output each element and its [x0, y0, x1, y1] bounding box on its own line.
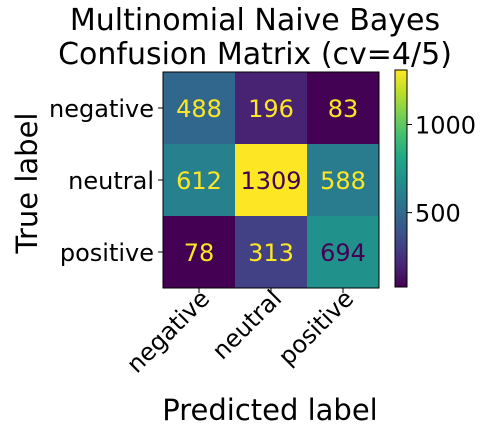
- colorbar-tick-label: 500: [415, 200, 461, 228]
- heatmap-cells: 488 196 83 612 1309 588 78 313 694: [162, 71, 380, 289]
- x-tick-label: positive: [273, 284, 359, 370]
- cell-value-label: 1309: [240, 167, 301, 195]
- colorbar-gradient: [394, 69, 408, 288]
- cell-value-label: 196: [248, 95, 294, 123]
- heatmap-cell: [235, 72, 307, 144]
- x-axis-label: Predicted label: [162, 393, 378, 427]
- cell-value-label: 83: [328, 95, 359, 123]
- chart-title-line-2: Confusion Matrix (cv=4/5): [58, 37, 452, 72]
- heatmap-cell: [307, 144, 379, 216]
- cell-value-label: 694: [320, 239, 366, 267]
- cell-value-label: 612: [176, 167, 222, 195]
- x-tick-label: negative: [121, 284, 215, 378]
- heatmap-cell: [307, 72, 379, 144]
- cell-value-label: 588: [320, 167, 366, 195]
- y-tick-label: negative: [49, 95, 154, 123]
- y-tick-label: neutral: [68, 167, 154, 195]
- chart-title-line-1: Multinomial Naive Bayes: [70, 3, 440, 38]
- y-tick-label: positive: [60, 239, 154, 267]
- cell-value-label: 488: [176, 95, 222, 123]
- cell-value-label: 313: [248, 239, 294, 267]
- y-axis-label: True label: [10, 113, 44, 255]
- colorbar: 500 1000: [394, 69, 476, 288]
- heatmap-cell: [163, 144, 235, 216]
- y-tick-labels: negative neutral positive: [49, 95, 163, 267]
- heatmap-cell: [235, 216, 307, 288]
- heatmap-cell: [163, 72, 235, 144]
- heatmap-cell: [163, 216, 235, 288]
- heatmap-cell: [235, 144, 307, 216]
- cell-value-label: 78: [184, 239, 215, 267]
- heatmap-cell: [307, 216, 379, 288]
- colorbar-tick-label: 1000: [415, 111, 476, 139]
